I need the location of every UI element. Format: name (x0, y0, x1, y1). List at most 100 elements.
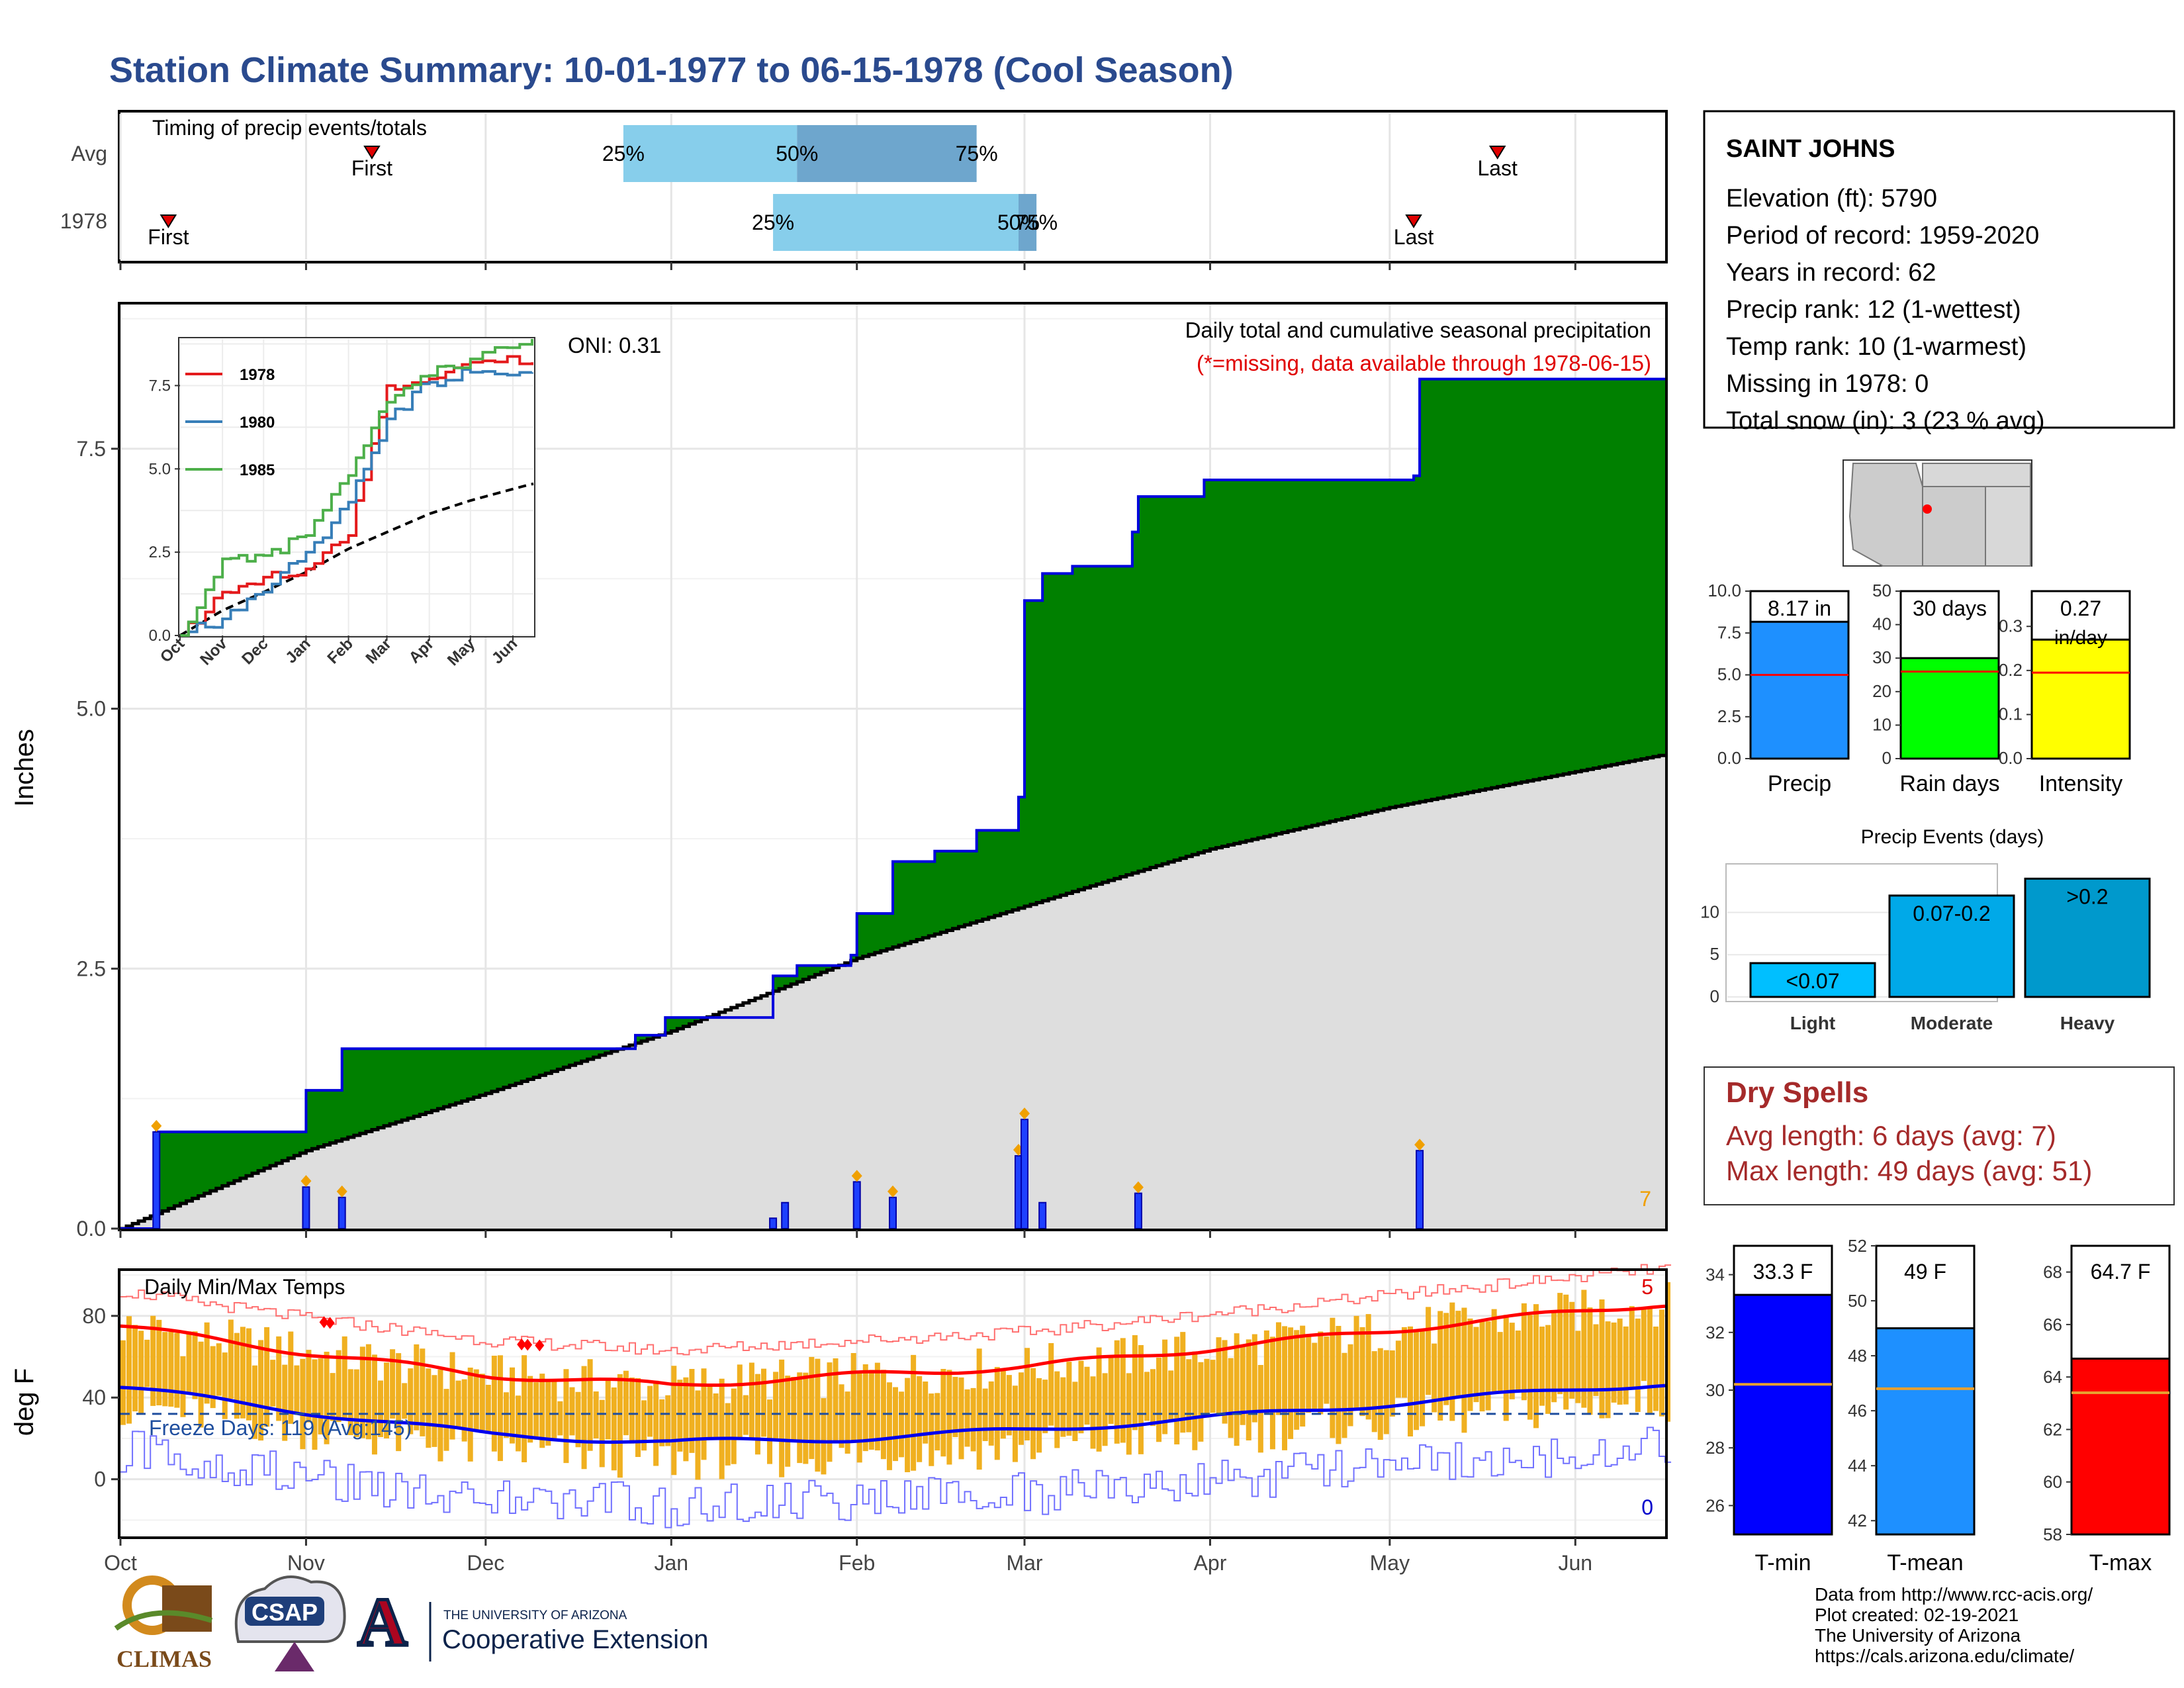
inset-series-line (180, 368, 533, 637)
climas-logo-swoosh (114, 1610, 213, 1631)
temp-normal-max-line (120, 1304, 1666, 1387)
timing-last-label: Last (1477, 156, 1518, 180)
precip-average-area (120, 755, 1665, 1229)
station-info-line: Elevation (ft): 5790 (1726, 185, 1937, 212)
timing-p25-label: 25% (752, 211, 794, 234)
temp-summary-y-tick-label: 44 (1848, 1456, 1867, 1476)
temp-summary-y-tick-label: 64 (2043, 1367, 2062, 1387)
month-x-tick-label: Jan (654, 1551, 688, 1575)
temp-summary-y-tick-label: 42 (1848, 1511, 1867, 1530)
temp-y-tick-label: 80 (82, 1304, 106, 1328)
metric-name: Rain days (1899, 771, 1999, 796)
temp-summary-value: 33.3 F (1753, 1260, 1813, 1284)
temp-summary-bar (2070, 1357, 2171, 1536)
temp-summary-y-tick-label: 58 (2043, 1524, 2062, 1544)
metric-bar (1749, 620, 1850, 760)
footer-credit-line: https://cals.arizona.edu/climate/ (1815, 1646, 2074, 1666)
station-info-box: SAINT JOHNS Elevation (ft): 5790 Period o… (1703, 110, 2175, 435)
temp-summary-y-tick-label: 30 (1706, 1380, 1725, 1400)
timing-p50-label: 50% (997, 211, 1040, 234)
metric-value-label: 8.17 in (1768, 596, 1831, 620)
events-bar-name: Light (1790, 1013, 1835, 1033)
timing-last-marker (1488, 146, 1506, 160)
timing-first-marker (159, 214, 177, 228)
station-name: SAINT JOHNS (1726, 135, 1895, 163)
precip-daily-bar (1134, 1192, 1142, 1230)
metric-y-tick-label: 0 (1882, 748, 1891, 768)
metric-y-tick-label: 10.0 (1707, 581, 1741, 600)
precip-cumulative-line (120, 377, 1665, 1230)
inset-series-line (180, 339, 533, 637)
temp-summary-name: T-mean (1887, 1550, 1963, 1575)
timing-last-marker (1405, 214, 1422, 228)
precip-snow-marker (851, 1170, 862, 1182)
state-shape-neighbors (1922, 463, 2031, 487)
timing-bar-q2 (1018, 194, 1037, 251)
temp-summary-value: 64.7 F (2091, 1260, 2151, 1284)
precip-daily-bar (302, 1186, 310, 1230)
temp-record-max-line (120, 1264, 1672, 1356)
temp-summary-y-tick-label: 66 (2043, 1315, 2062, 1335)
state-shape-arizona (1848, 463, 1923, 567)
station-info-frame (1703, 110, 2175, 429)
precip-snow-marker (300, 1175, 312, 1188)
timing-p25-label: 25% (602, 142, 645, 165)
inset-legend-label: 1978 (240, 366, 275, 384)
metric-y-tick-label: 5.0 (1717, 665, 1741, 684)
temp-record-marker (523, 1338, 533, 1351)
temp-summary-y-tick-label: 48 (1848, 1346, 1867, 1366)
timing-row-label-avg: Avg (71, 142, 107, 165)
precip-daily-bar (152, 1131, 161, 1230)
temp-summary-y-tick-label: 50 (1848, 1291, 1867, 1311)
temp-summary-bar (1875, 1327, 1976, 1536)
timing-last-label: Last (1394, 225, 1434, 249)
events-y-tick-label: 10 (1700, 902, 1719, 921)
precip-events-title: Precip Events (days) (1861, 826, 2044, 848)
university-of-arizona-logo: A THE UNIVERSITY OF ARIZONA Cooperative … (356, 1583, 709, 1662)
temp-count-max: 5 (1641, 1275, 1653, 1299)
temp-panel: 0 40 80 deg F Daily Min/Max Temps Freeze D… (10, 1264, 1672, 1575)
precip-ylabel: Inches (10, 729, 39, 807)
precip-corner-count: 7 (1639, 1187, 1651, 1211)
precip-snow-marker (336, 1185, 347, 1197)
temp-summary-bar (1733, 1293, 1833, 1536)
inset-legend-label: 1980 (240, 414, 275, 432)
temp-summary-y-tick-label: 28 (1706, 1438, 1725, 1458)
precip-daily-bar (781, 1201, 790, 1230)
precip-snow-marker (1414, 1139, 1426, 1151)
metric-y-tick-label: 0.0 (1999, 748, 2023, 768)
csap-logo-text: CSAP (251, 1599, 318, 1626)
temp-record-marker (325, 1317, 335, 1329)
temp-summary-y-tick-label: 32 (1706, 1323, 1725, 1342)
csap-logo: CSAP (234, 1575, 346, 1671)
events-bar-name: Moderate (1911, 1013, 1993, 1033)
precip-average-line (120, 753, 1665, 1231)
metric-value-label: 0.27 (2060, 596, 2101, 620)
temp-summary-y-tick-label: 26 (1706, 1495, 1725, 1515)
dry-spells-max: Max length: 49 days (avg: 51) (1726, 1155, 2092, 1186)
ua-logo-top-line: THE UNIVERSITY OF ARIZONA (443, 1609, 627, 1622)
timing-first-marker (363, 146, 381, 160)
station-info-line: Years in record: 62 (1726, 259, 1936, 287)
events-bar (1749, 962, 1876, 998)
timing-bar-q1 (623, 125, 797, 182)
timing-p75-label: 75% (1015, 211, 1058, 234)
precip-daily-bar (1416, 1150, 1424, 1230)
precip-snow-marker (151, 1119, 162, 1132)
inset-y-tick-label: 7.5 (149, 377, 171, 395)
metric-name: Intensity (2039, 771, 2123, 796)
csap-logo-mountain (275, 1642, 314, 1671)
metric-y-tick-label: 0.3 (1999, 616, 2023, 635)
temp-summary-y-tick-label: 52 (1848, 1236, 1867, 1256)
events-bar (2024, 877, 2151, 998)
precip-snow-marker (1132, 1181, 1144, 1194)
temp-summary-y-tick-label: 62 (2043, 1419, 2062, 1439)
events-y-tick-label: 0 (1710, 986, 1719, 1006)
precip-snow-marker (887, 1185, 898, 1197)
month-x-tick-label: Oct (104, 1551, 137, 1575)
station-info-line: Period of record: 1959-2020 (1726, 222, 2039, 250)
station-info-line: Total snow (in): 3 (23 % avg) (1726, 407, 2045, 435)
timing-row-label-year: 1978 (60, 209, 107, 233)
inset-y-tick-label: 2.5 (149, 543, 171, 561)
